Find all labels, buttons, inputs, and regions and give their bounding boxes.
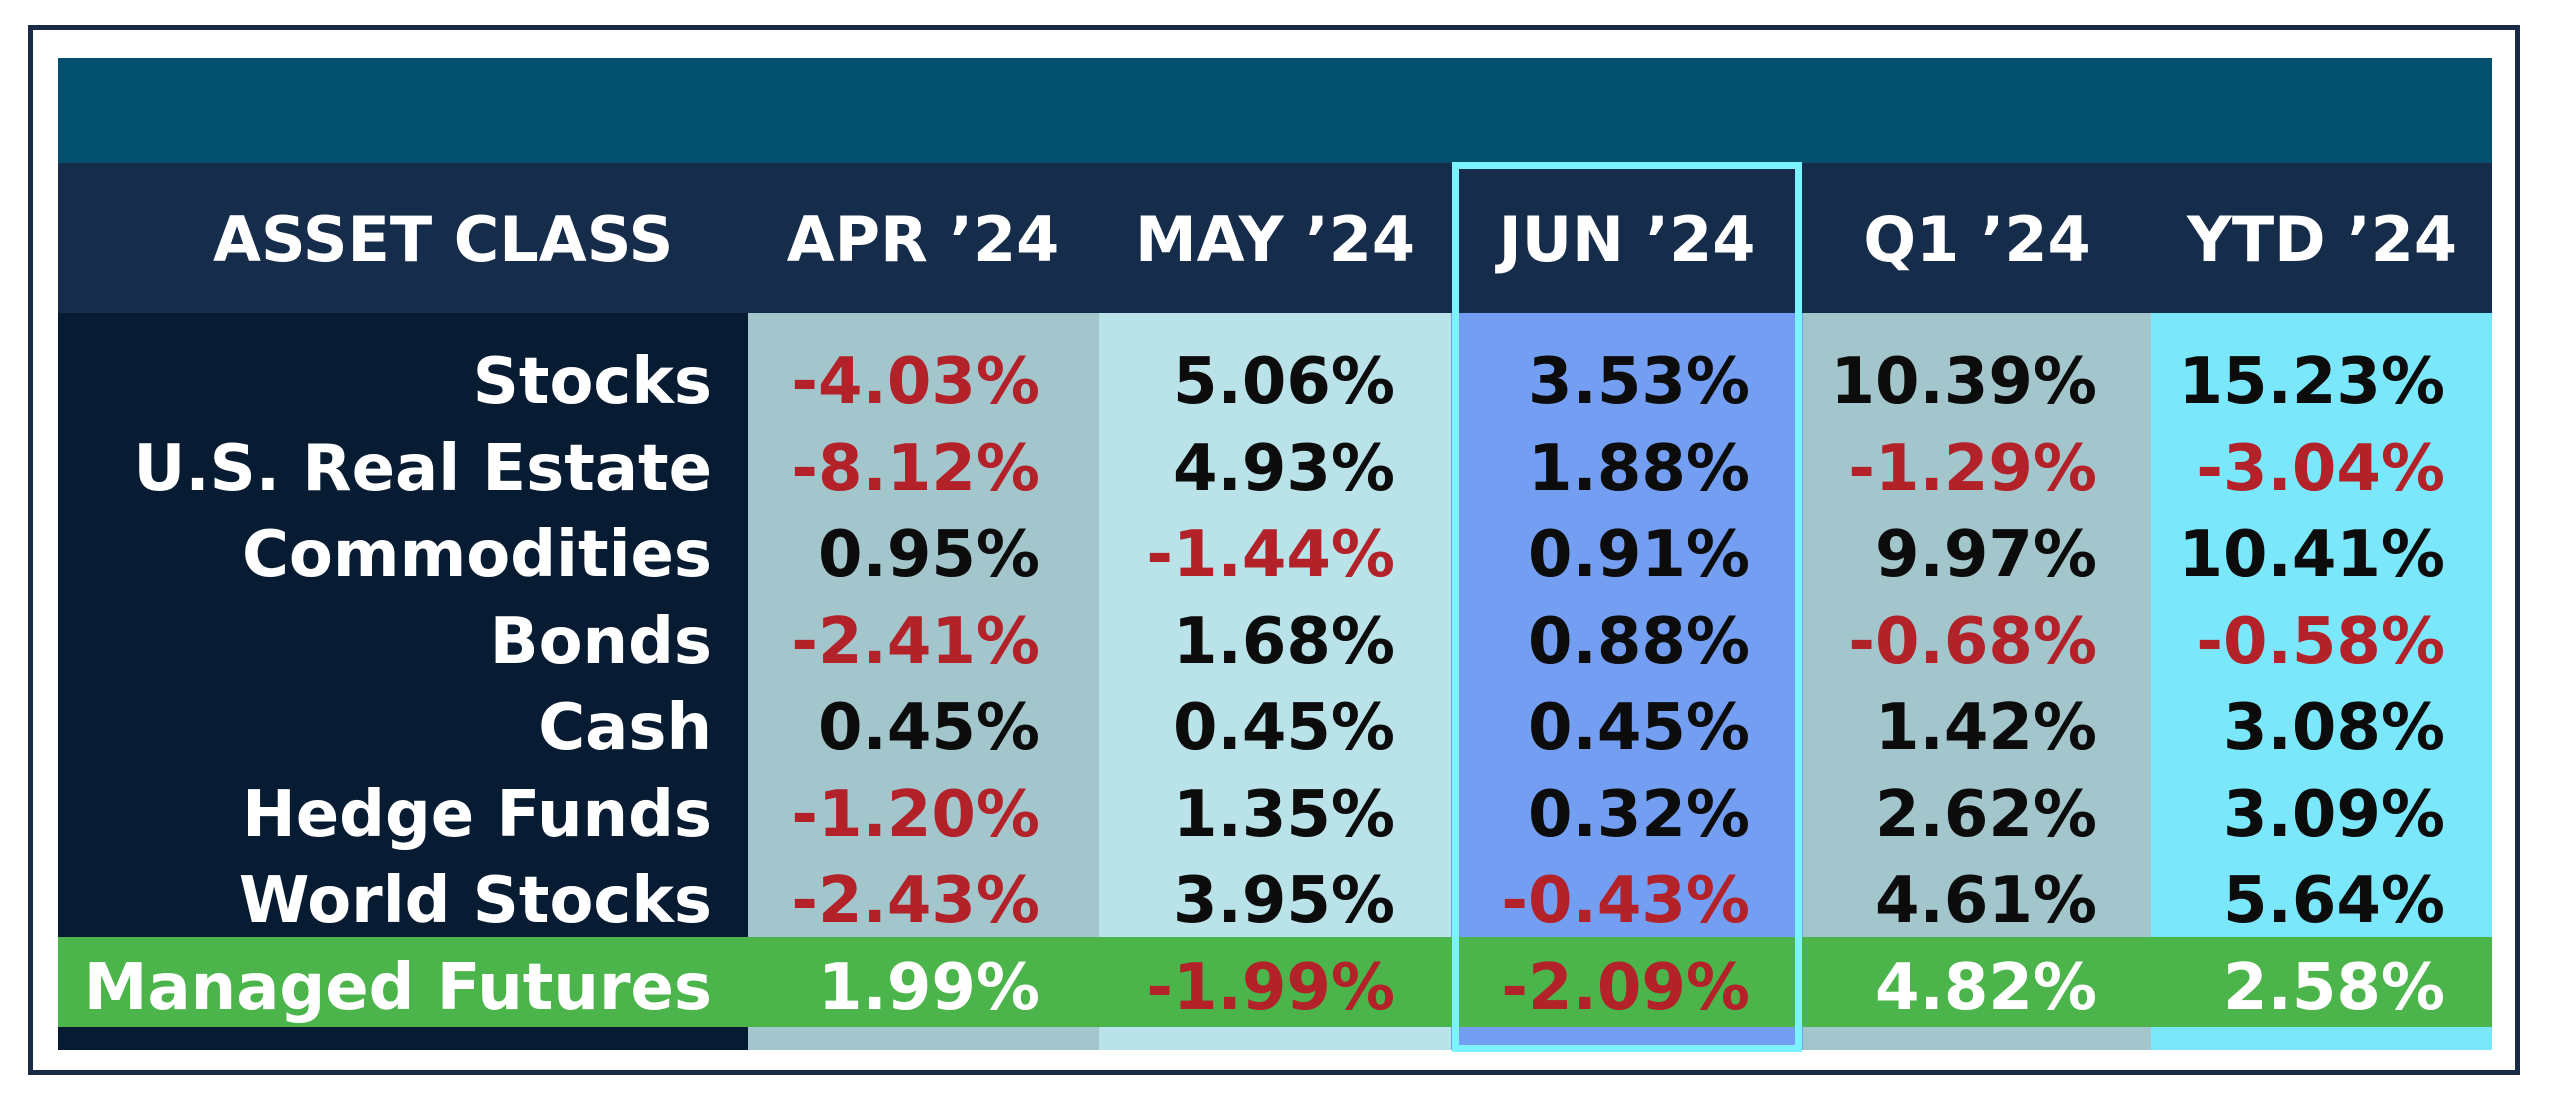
value-cell: 2.62%	[1777, 783, 2097, 847]
column-header-5: YTD ’24	[2122, 209, 2522, 271]
value-cell: 9.97%	[1777, 523, 2097, 587]
value-cell: -2.41%	[720, 610, 1040, 674]
jun-column-highlight	[1452, 162, 1802, 1052]
value-cell: 10.41%	[2125, 523, 2445, 587]
value-cell: -4.03%	[720, 350, 1040, 414]
value-cell: -1.99%	[1075, 956, 1395, 1020]
value-cell: 3.08%	[2125, 696, 2445, 760]
value-cell: 15.23%	[2125, 350, 2445, 414]
row-label: Managed Futures	[62, 956, 712, 1020]
value-cell: -1.29%	[1777, 437, 2097, 501]
top-banner	[58, 58, 2492, 163]
value-cell: 0.45%	[1075, 696, 1395, 760]
column-header-2: MAY ’24	[1075, 209, 1475, 271]
value-cell: 4.82%	[1777, 956, 2097, 1020]
value-cell: -1.44%	[1075, 523, 1395, 587]
value-cell: -2.43%	[720, 869, 1040, 933]
value-cell: 2.58%	[2125, 956, 2445, 1020]
value-cell: 5.64%	[2125, 869, 2445, 933]
column-header-1: APR ’24	[723, 209, 1123, 271]
value-cell: -0.68%	[1777, 610, 2097, 674]
row-label: U.S. Real Estate	[62, 437, 712, 501]
value-cell: 1.68%	[1075, 610, 1395, 674]
value-cell: 4.61%	[1777, 869, 2097, 933]
row-label: Bonds	[62, 610, 712, 674]
column-header-4: Q1 ’24	[1777, 209, 2177, 271]
row-label: Commodities	[62, 523, 712, 587]
value-cell: 1.35%	[1075, 783, 1395, 847]
value-cell: 10.39%	[1777, 350, 2097, 414]
value-cell: -0.58%	[2125, 610, 2445, 674]
value-cell: -1.20%	[720, 783, 1040, 847]
row-label: Cash	[62, 696, 712, 760]
value-cell: 0.95%	[720, 523, 1040, 587]
value-cell: -3.04%	[2125, 437, 2445, 501]
value-cell: 4.93%	[1075, 437, 1395, 501]
value-cell: -8.12%	[720, 437, 1040, 501]
value-cell: 0.45%	[720, 696, 1040, 760]
value-cell: 3.95%	[1075, 869, 1395, 933]
value-cell: 5.06%	[1075, 350, 1395, 414]
row-label: Hedge Funds	[62, 783, 712, 847]
row-label: World Stocks	[62, 869, 712, 933]
value-cell: 1.42%	[1777, 696, 2097, 760]
column-header-0: ASSET CLASS	[213, 209, 613, 271]
row-label: Stocks	[62, 350, 712, 414]
value-cell: 1.99%	[720, 956, 1040, 1020]
value-cell: 3.09%	[2125, 783, 2445, 847]
